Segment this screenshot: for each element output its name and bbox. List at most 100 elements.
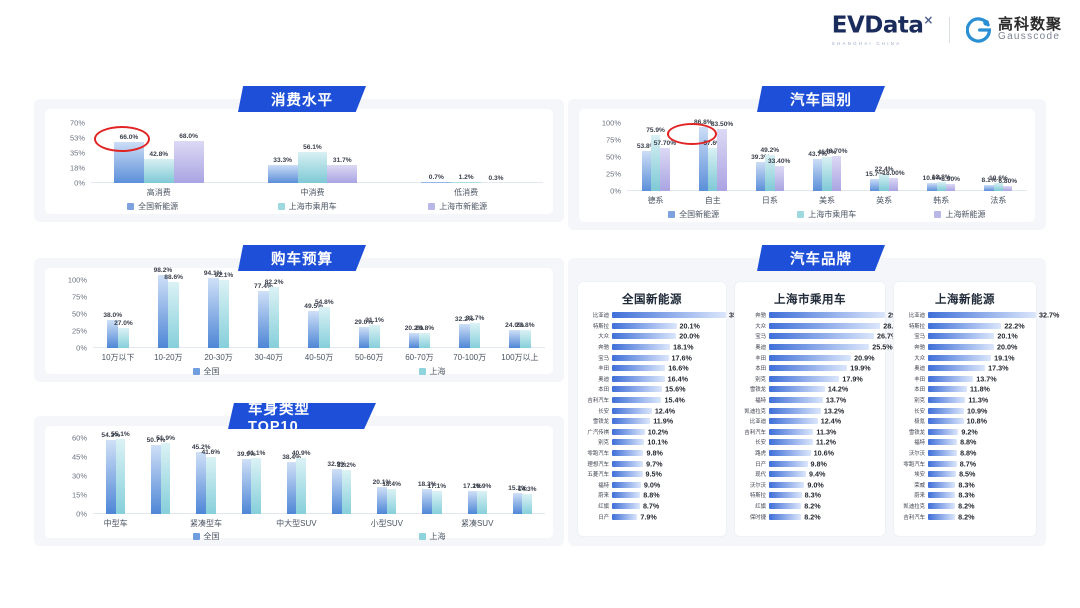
legend-item-shanghai-passenger[interactable]: 上海市乘用车 — [242, 201, 393, 212]
brand-name: 日产 — [755, 461, 766, 468]
bar-value: 29.0% — [354, 318, 374, 326]
brand-bar-track: 20.1% — [612, 321, 726, 330]
bar-1: 10.6% — [989, 175, 1008, 191]
brand-bar-track: 8.8% — [612, 491, 726, 500]
brand-bar-fill — [769, 460, 808, 467]
legend-label: 上海 — [429, 532, 446, 541]
bar-2: 46.70% — [825, 148, 848, 191]
brand-bar-fill — [612, 481, 641, 488]
panel-consumption: 70% 53% 35% 18% 0% 66.0% 42.8% 68.0% — [34, 99, 564, 222]
bodytype-x-axis: 中型车 紧凑型车 中大型SUV 小型SUV 紧凑SUV — [93, 518, 545, 530]
brand-row: 吉利汽车 11.3% — [735, 427, 885, 438]
brand-name: 理想汽车 — [587, 461, 609, 468]
bar-0: 17.2% — [463, 483, 482, 514]
legend-item-national[interactable]: 全国 — [93, 366, 319, 377]
legend-swatch-icon — [418, 368, 426, 375]
evdata-logo-text: EVData× — [832, 14, 934, 38]
bar-value: 32.9% — [327, 461, 347, 469]
y-tick: 25% — [71, 326, 87, 336]
legend-item-shanghai-nev[interactable]: 上海新能源 — [893, 209, 1026, 220]
brand-bar-track: 10.1% — [612, 438, 726, 447]
brand-value: 19.1% — [994, 353, 1015, 363]
bar-0: 38.4% — [282, 454, 301, 514]
brand-bar-fill — [928, 354, 992, 361]
brand-bar-track: 13.7% — [928, 374, 1036, 383]
bar-value: 8.1% — [981, 177, 997, 185]
consumption-plot: 66.0% 42.8% 68.0% 33.3% 56.1% 31.7% — [91, 117, 543, 183]
brand-row: 长安 12.4% — [578, 405, 726, 416]
bar-group: 53.8% 75.9% 57.70% — [636, 117, 676, 191]
legend-item-shanghai-nev[interactable]: 上海市新能源 — [392, 201, 543, 212]
brand-bar-track: 13.2% — [769, 406, 885, 415]
bar-0: 43.7% — [808, 151, 827, 191]
gausscode-logo-text: 高科数聚 Gausscode — [998, 16, 1062, 43]
legend-label: 上海市乘用车 — [288, 202, 337, 211]
bar-1: 27.0% — [114, 320, 133, 348]
legend-item-shanghai[interactable]: 上海 — [319, 531, 545, 542]
chart-country: 100% 75% 50% 25% 0% 53.8% 75.9% 57.70% 86.8… — [579, 109, 1035, 222]
brand-bar-track: 19.9% — [769, 364, 885, 373]
gausscode-logo: 高科数聚 Gausscode — [965, 16, 1062, 43]
bar-0: 29.0% — [354, 319, 373, 348]
bar-value: 53.8% — [636, 143, 656, 151]
brand-name: 别克 — [914, 398, 925, 405]
brand-name: 蔚来 — [598, 493, 609, 500]
bar-group: 45.2% 41.6% — [192, 432, 220, 514]
bar-0: 15.7% — [865, 171, 884, 191]
brand-bar-track: 15.4% — [612, 396, 726, 405]
brand-bar-track: 20.0% — [928, 343, 1036, 352]
brand-value: 20.0% — [679, 331, 700, 341]
bar-2: 83.50% — [711, 121, 733, 191]
y-tick: 75% — [605, 135, 621, 145]
brand-logo-bar: EVData× SHANGHAI CHINA 高科数聚 Gausscode — [832, 14, 1062, 46]
legend-item-shanghai[interactable]: 上海 — [319, 366, 545, 377]
brand-name: 路虎 — [755, 451, 766, 458]
brand-name: 蔚来 — [914, 493, 925, 500]
brand-row: 埃安 8.5% — [894, 469, 1036, 480]
brand-list: 奔驰29.5%大众28.3%宝马26.7%奥迪25.5%丰田20.9%本田19.… — [735, 310, 908, 522]
legend-swatch-icon — [934, 211, 942, 218]
brand-name: 荣威 — [914, 482, 925, 489]
bar-1: 92.1% — [215, 272, 233, 348]
bar-value: 66.0% — [119, 133, 139, 141]
brand-name: 别克 — [755, 376, 766, 383]
bar-0: 45.2% — [192, 444, 211, 514]
bar-value: 39.9% — [237, 451, 256, 459]
brand-row: 宝马 17.6% — [578, 352, 726, 363]
brand-bar-fill — [612, 439, 645, 446]
legend-item-national-nev[interactable]: 全国新能源 — [91, 201, 242, 212]
brand-bar-track: 9.0% — [769, 480, 885, 489]
brand-bar-fill — [612, 513, 638, 520]
brand-bar-track: 9.7% — [612, 459, 726, 469]
brand-bar-track: 28.3% — [769, 321, 904, 330]
brand-name: 丰田 — [755, 355, 766, 362]
bar-group: 20.1% 18.4% — [372, 432, 401, 514]
bar-value: 20.1% — [372, 478, 392, 486]
brand-bar-fill — [928, 460, 957, 467]
brand-name: 零跑汽车 — [903, 461, 925, 468]
x-category: 中消费 — [300, 188, 325, 197]
brand-name: 凯迪拉克 — [744, 408, 766, 415]
legend-item-national-nev[interactable]: 全国新能源 — [627, 209, 760, 220]
bar-value: 23.8% — [515, 322, 535, 330]
bar-0: 39.3% — [751, 154, 770, 191]
bar-value: 22.4% — [874, 166, 894, 174]
legend-item-shanghai-passenger[interactable]: 上海市乘用车 — [760, 209, 893, 220]
legend-item-national[interactable]: 全国 — [93, 531, 319, 542]
brand-row: 奥迪 25.5% — [735, 342, 892, 353]
y-tick: 0% — [610, 186, 621, 196]
brand-bar-track: 15.6% — [612, 385, 726, 394]
brand-row: 大众 28.3% — [735, 321, 904, 332]
brand-bar-track: 17.6% — [612, 353, 726, 362]
consumption-legend: 全国新能源 上海市乘用车 上海市新能源 — [91, 201, 543, 212]
brand-name: 吉利汽车 — [587, 398, 609, 405]
brand-value: 8.2% — [958, 501, 975, 511]
brand-value: 9.7% — [646, 459, 663, 469]
brand-row: 福特 8.8% — [894, 437, 1036, 448]
brand-bar-track: 8.3% — [769, 491, 885, 500]
bar-value: 38.0% — [103, 311, 123, 319]
brand-bar-fill — [769, 375, 840, 382]
y-tick: 53% — [69, 133, 85, 143]
y-tick: 100% — [67, 275, 87, 285]
brand-bar-fill — [928, 502, 956, 509]
